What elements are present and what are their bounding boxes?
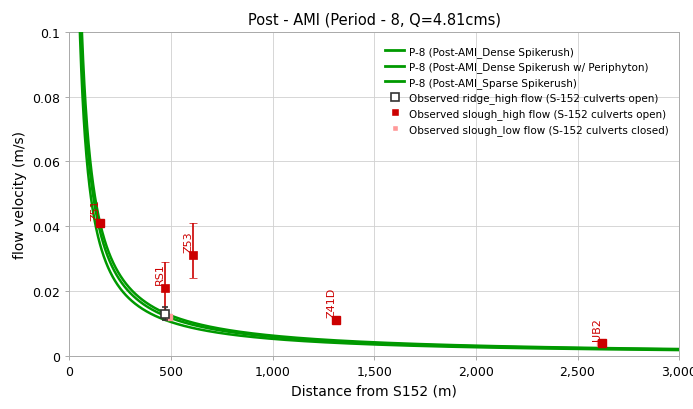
Text: Z41D: Z41D <box>326 287 336 317</box>
Text: UB2: UB2 <box>593 317 602 339</box>
X-axis label: Distance from S152 (m): Distance from S152 (m) <box>291 383 457 397</box>
Title: Post - AMI (Period - 8, Q=4.81cms): Post - AMI (Period - 8, Q=4.81cms) <box>247 12 501 27</box>
Text: Z53: Z53 <box>184 231 194 252</box>
Text: RS1: RS1 <box>155 263 166 285</box>
Y-axis label: flow velocity (m/s): flow velocity (m/s) <box>12 130 27 258</box>
Text: Z51: Z51 <box>90 198 100 220</box>
Legend: P-8 (Post-AMI_Dense Spikerush), P-8 (Post-AMI_Dense Spikerush w/ Periphyton), P-: P-8 (Post-AMI_Dense Spikerush), P-8 (Pos… <box>381 43 673 139</box>
